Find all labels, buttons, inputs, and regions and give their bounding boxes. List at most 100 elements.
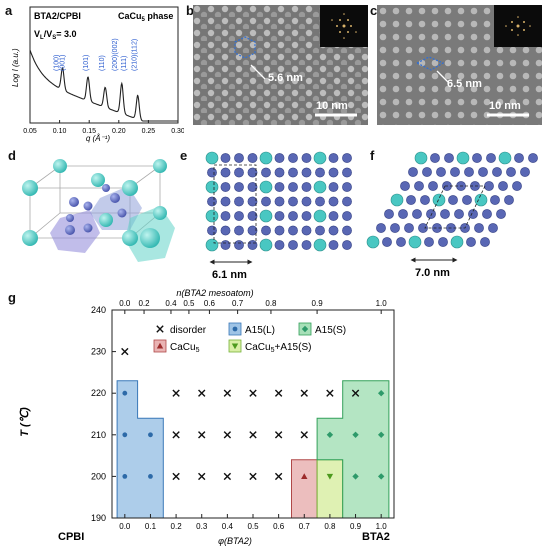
atom [220, 240, 231, 250]
marker-disorder [300, 389, 308, 397]
atom [390, 223, 400, 233]
atom [474, 223, 484, 233]
x-tick-label: 0.5 [247, 522, 259, 531]
top-tick-label: 0.5 [183, 299, 195, 308]
atom [328, 153, 339, 163]
fft-inset-b [320, 5, 368, 47]
phase-diagram: n(BTA2 mesoatom) 190 200 210 220 230 240 0.0 0.… [19, 288, 395, 546]
saxs-curve [29, 49, 178, 122]
atom [490, 195, 500, 205]
marker-cacu5-a15s [231, 343, 239, 350]
unit-cell-outline [213, 164, 257, 244]
legend: disorder A15(L) A15(S) CaCu5 CaCu5+A15(S) [153, 322, 346, 354]
panel-label-f: f [370, 148, 375, 163]
atom [426, 209, 436, 219]
atom [328, 240, 339, 250]
atom [261, 225, 271, 236]
atom [234, 225, 244, 236]
atom [247, 182, 258, 192]
lattice-spacing-b: 5.6 nm [268, 72, 303, 84]
atom [328, 167, 339, 178]
top-axis-label: n(BTA2 mesoatom) [176, 288, 253, 298]
atom [261, 196, 271, 207]
atom [207, 167, 217, 178]
atom [247, 167, 258, 178]
marker-disorder [249, 389, 257, 397]
x-tick-label: 0.1 [145, 522, 157, 531]
atom [247, 196, 258, 207]
atom [436, 167, 446, 177]
x-tick-label: 0.2 [171, 522, 183, 531]
atom [486, 153, 496, 163]
atom [408, 235, 422, 249]
atom [328, 182, 339, 192]
atom [205, 151, 219, 165]
marker-a15-s [377, 431, 385, 438]
x-tick-label: 0.6 [273, 522, 285, 531]
atom [315, 167, 325, 178]
atom [220, 153, 231, 163]
legend-label: A15(L) [245, 325, 275, 336]
atom [480, 237, 490, 247]
tick-label: 0.10 [53, 128, 67, 135]
lattice-spacing-f: 7.0 nm [415, 267, 450, 279]
top-tick-label: 0.2 [138, 299, 150, 308]
panel-label-b: b [186, 3, 194, 18]
marker-cacu5-a15s [326, 473, 334, 480]
saxs-ylabel: Log I (a.u.) [11, 48, 20, 87]
legend-label: disorder [170, 325, 207, 336]
atom [247, 225, 258, 236]
atom [472, 153, 482, 163]
atom [448, 195, 458, 205]
peak-label: (210)(112) [132, 39, 139, 71]
x-tick-label: 0.3 [196, 522, 208, 531]
atom [366, 235, 380, 249]
atom [220, 182, 231, 192]
atom [432, 223, 442, 233]
unit-cell-model [22, 159, 175, 262]
tem-image-b: 5.6 nm 10 nm [193, 5, 368, 125]
atom [432, 193, 446, 207]
panel-label-d: d [8, 148, 16, 163]
marker-disorder [274, 472, 283, 481]
atom [498, 181, 508, 191]
atom [464, 167, 474, 177]
fft-inset-c [494, 5, 542, 47]
atom [288, 153, 298, 163]
atom [496, 209, 506, 219]
marker-a15-s [352, 431, 359, 438]
legend-label: CaCu5+A15(S) [245, 342, 311, 354]
y-tick-label: 230 [91, 347, 106, 357]
atom [205, 238, 219, 252]
marker-disorder [121, 347, 129, 356]
atom [234, 196, 244, 207]
marker-cacu5 [156, 342, 164, 349]
unit-cell-outline [424, 185, 486, 229]
atom [474, 193, 488, 207]
atom [259, 151, 273, 165]
panel-label-g: g [8, 290, 16, 305]
atom [274, 225, 285, 236]
atom [342, 167, 352, 178]
atom [261, 167, 271, 178]
marker-disorder [274, 389, 283, 397]
atom [424, 237, 434, 247]
atom [438, 237, 448, 247]
atom [418, 223, 428, 233]
atom [450, 235, 464, 249]
atom [478, 167, 488, 177]
x-tick-label: 0.7 [299, 522, 311, 531]
atom [288, 211, 298, 221]
atom [274, 167, 285, 178]
y-tick-label: 200 [91, 471, 106, 481]
legend-label: A15(S) [315, 325, 346, 336]
atom [342, 153, 352, 163]
atom [313, 238, 327, 252]
atom [274, 211, 285, 221]
atom [398, 209, 408, 219]
top-tick-label: 0.4 [165, 299, 177, 308]
peak-label: (100) [53, 55, 60, 71]
region-a15-l- [116, 380, 164, 519]
atom [468, 209, 478, 219]
atom [301, 225, 312, 236]
